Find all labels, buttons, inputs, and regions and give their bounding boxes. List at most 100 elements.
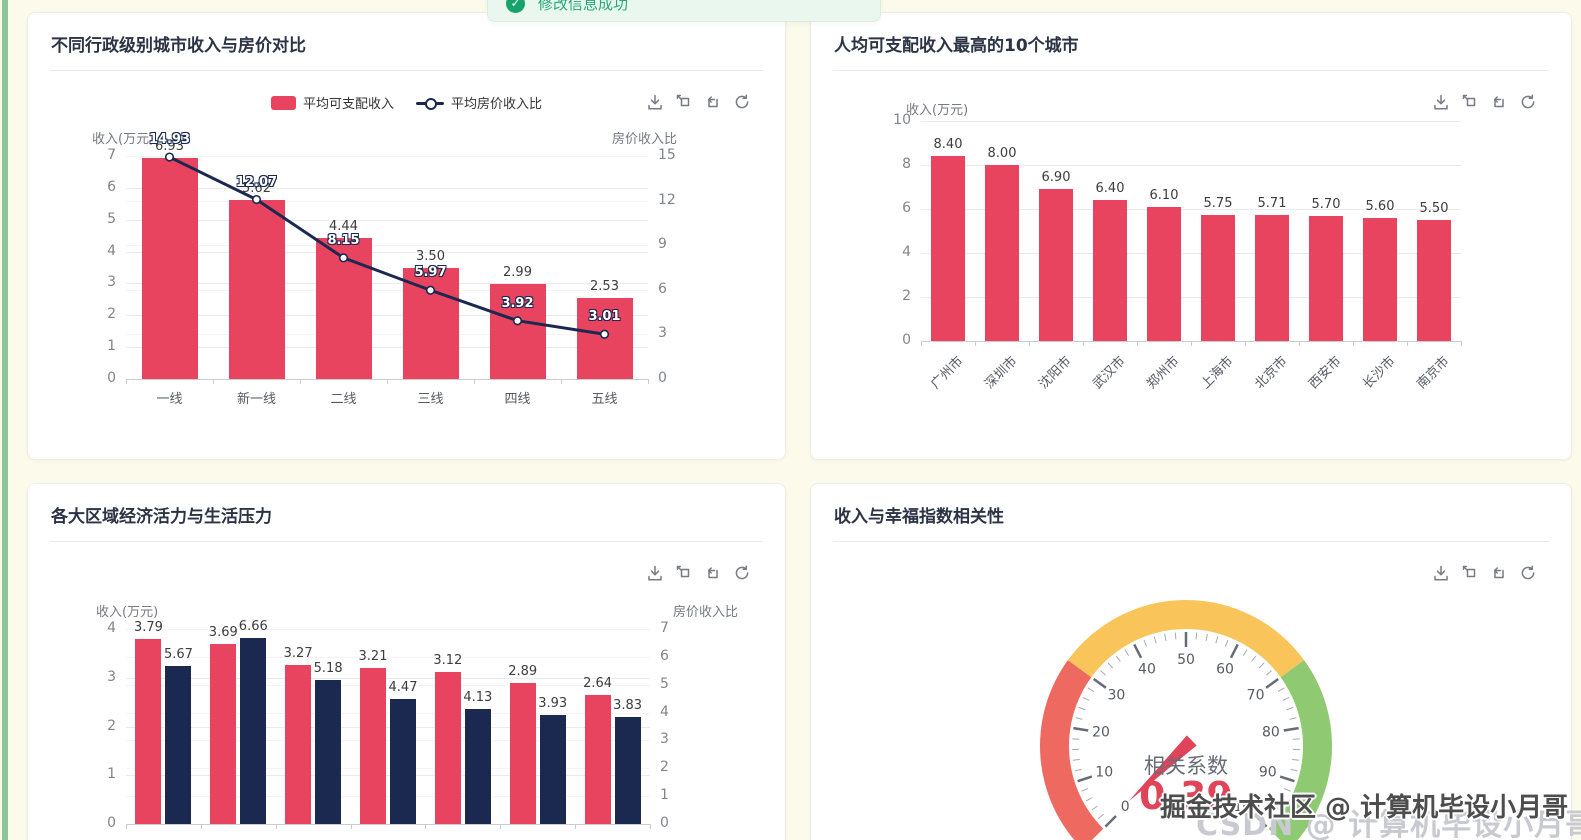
line-series-swatch: [416, 96, 444, 110]
bar-value-label: 5.75: [1203, 195, 1233, 211]
y-axis-tick-label: 3: [107, 668, 116, 685]
gridline: [126, 656, 650, 658]
panel-title: 各大区域经济活力与生活压力: [51, 507, 272, 527]
bar-value-label: 3.69: [208, 625, 238, 641]
bar: [584, 695, 611, 824]
data-zoom-icon[interactable]: [1461, 564, 1479, 582]
restore-icon[interactable]: [733, 93, 751, 111]
check-circle-icon: ✓: [506, 0, 525, 13]
bar: [614, 717, 641, 824]
bar-value-label: 5.67: [163, 647, 193, 663]
panel-region-economy: 各大区域经济活力与生活压力 收入(万元) 房价收入比 0 1 2 3 4 0 1 2 3 4 5 6 7…: [27, 483, 786, 840]
bar-value-label: 3.27: [283, 645, 313, 661]
bar-value-label: 5.50: [1419, 201, 1449, 216]
gridline: [126, 156, 648, 157]
y-axis-tick-label: 2: [660, 759, 669, 776]
gridline: [921, 297, 1461, 298]
chart-toolbox: [646, 564, 751, 582]
save-image-icon[interactable]: [646, 564, 664, 582]
legend-item-line-series[interactable]: 平均房价收入比: [416, 93, 542, 112]
x-axis-tick: [500, 824, 502, 829]
bar: [135, 639, 162, 824]
panel-title: 收入与幸福指数相关性: [834, 507, 1004, 527]
bar: [539, 714, 566, 824]
x-axis-tick: [1137, 341, 1138, 346]
bar: [1147, 206, 1181, 341]
bar-series-swatch: [270, 95, 296, 110]
y-axis-tick-label: 4: [902, 244, 911, 260]
y-axis-tick-label: 0: [660, 815, 669, 831]
x-axis-tick: [1461, 341, 1462, 346]
y-axis-tick-label: 1: [107, 766, 116, 783]
gridline: [126, 768, 650, 770]
y-axis-tick-label: 0: [107, 370, 116, 386]
watermark-juejin: 掘金技术社区 @ 计算机毕设小月哥: [1160, 793, 1569, 823]
bar-value-label: 5.70: [1311, 196, 1341, 212]
gridline: [921, 253, 1461, 254]
x-axis-tick: [300, 379, 301, 384]
svg-text:40: 40: [1138, 661, 1156, 677]
bar: [240, 638, 267, 824]
x-axis-tick: [425, 824, 427, 829]
y-axis-tick-label: 15: [658, 147, 676, 163]
bar: [315, 679, 342, 824]
x-axis-tick: [975, 341, 976, 346]
zoom-reset-icon[interactable]: [704, 564, 722, 582]
x-axis-tick: [1407, 341, 1408, 346]
bar-value-label: 6.40: [1095, 181, 1125, 197]
legend-item-bar-series[interactable]: 平均可支配收入: [270, 93, 394, 112]
line-value-label: 3.92: [501, 295, 534, 311]
bar-value-label: 8.40: [933, 137, 963, 153]
bar: [1093, 200, 1127, 341]
data-zoom-icon[interactable]: [1461, 93, 1479, 111]
y-axis-tick-label: 4: [660, 703, 669, 720]
zoom-reset-icon[interactable]: [1490, 93, 1508, 111]
legend-label: 平均可支配收入: [302, 97, 394, 112]
line-value-label: 12.07: [235, 174, 278, 190]
restore-icon[interactable]: [733, 564, 751, 582]
bar-value-label: 8.00: [987, 146, 1017, 161]
city-label: 上海市: [1198, 353, 1237, 393]
bar-value-label: 6.66: [238, 619, 268, 635]
bar: [315, 237, 372, 379]
left-green-strip: [2, 0, 8, 840]
bar-value-label: 3.79: [133, 620, 163, 636]
gauge: 0 10 20 30 40 50 60 70 80 90 100: [1040, 600, 1332, 840]
bar: [1363, 217, 1397, 341]
panel-admin-level-compare: 不同行政级别城市收入与房价对比 平均可支配收入 平均房价收入比 收入(万元) 房…: [27, 12, 786, 460]
svg-text:50: 50: [1177, 652, 1195, 668]
bar-value-label: 3.93: [538, 695, 568, 711]
x-axis-tick: [275, 824, 277, 829]
x-axis-tick: [1245, 341, 1246, 346]
data-zoom-icon[interactable]: [675, 564, 693, 582]
bar-value-label: 4.44: [329, 218, 358, 234]
restore-icon[interactable]: [1519, 93, 1537, 111]
x-axis-tick: [1029, 341, 1030, 346]
x-axis-tick: [350, 824, 352, 829]
zoom-reset-icon[interactable]: [704, 93, 722, 111]
bar: [210, 644, 237, 824]
line-series-dot: [425, 97, 437, 110]
gridline: [126, 187, 648, 189]
restore-icon[interactable]: [1519, 564, 1537, 582]
y-axis-tick-label: 0: [658, 370, 667, 386]
zoom-reset-icon[interactable]: [1490, 564, 1508, 582]
save-image-icon[interactable]: [1432, 564, 1450, 582]
x-axis-line: [126, 824, 650, 825]
chart-area-grouped-bar: 0 1 2 3 4 0 1 2 3 4 5 6 7 3.79 5.67 3.69 6.66 3.27 5.18 3.2…: [28, 484, 785, 840]
save-image-icon[interactable]: [646, 93, 664, 111]
bar: [1255, 215, 1289, 341]
y-axis-tick-label: 3: [107, 274, 116, 291]
gauge-label: 相关系数: [1144, 754, 1228, 778]
x-axis-tick: [126, 824, 127, 829]
y-axis-tick-label: 1: [107, 338, 116, 355]
chart-area-bar-line: 0 1 2 3 4 5 6 7 0 3 6 9 12 15 一线 新一线 二线 三线 四线 五线 6.93 5.62 4.4…: [28, 13, 785, 459]
svg-text:0: 0: [1121, 799, 1130, 815]
svg-text:80: 80: [1262, 725, 1280, 741]
save-image-icon[interactable]: [1432, 93, 1450, 111]
bar: [509, 683, 536, 824]
data-zoom-icon[interactable]: [675, 93, 693, 111]
bar-value-label: 3.50: [416, 248, 445, 264]
legend: 平均可支配收入 平均房价收入比: [28, 93, 785, 112]
gridline: [921, 121, 1461, 122]
